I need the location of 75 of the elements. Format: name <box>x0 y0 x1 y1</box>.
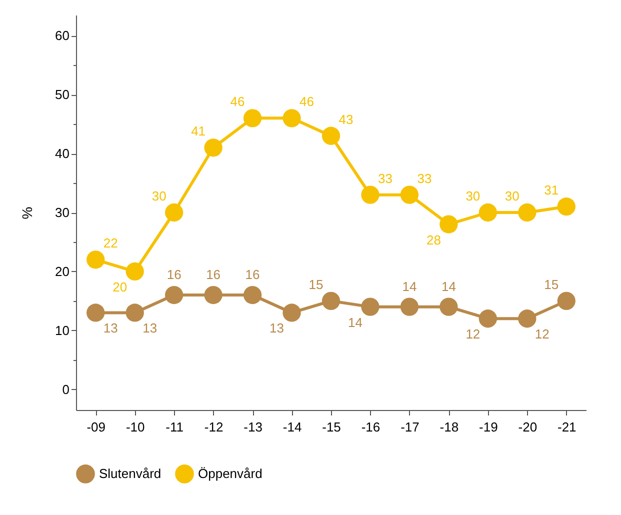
point <box>478 203 498 222</box>
point <box>204 286 222 304</box>
data-label: 28 <box>426 232 441 248</box>
x-tick-label: -19 <box>479 420 498 434</box>
point <box>282 304 301 322</box>
point <box>557 198 576 216</box>
point <box>400 186 419 204</box>
point <box>243 109 262 128</box>
data-label: 16 <box>245 267 260 282</box>
data-label: 13 <box>270 320 284 336</box>
data-label: 31 <box>544 182 559 198</box>
x-tick-label: -15 <box>322 420 341 434</box>
x-tick-label: -17 <box>400 420 420 434</box>
point <box>518 203 536 222</box>
point <box>86 250 105 269</box>
data-label: 15 <box>308 276 324 292</box>
point <box>478 310 498 328</box>
data-label: 46 <box>230 94 245 110</box>
x-tick-label: -10 <box>126 420 145 434</box>
data-label: 46 <box>300 94 314 110</box>
data-label: 43 <box>338 112 354 127</box>
data-label: 41 <box>191 124 206 139</box>
point <box>440 215 458 234</box>
point <box>126 262 144 281</box>
x-tick-label: -09 <box>86 420 106 434</box>
y-tick-label: 40 <box>55 146 70 162</box>
x-tick-label: -20 <box>518 420 538 434</box>
point <box>164 203 184 222</box>
y-tick-label: 50 <box>55 87 70 102</box>
point <box>86 304 105 322</box>
data-label: 13 <box>142 320 158 336</box>
point <box>164 286 184 304</box>
data-label: 12 <box>466 326 480 342</box>
data-label: 22 <box>103 236 118 251</box>
legend-label: Öppenvård <box>198 466 262 481</box>
x-tick-label: -13 <box>244 420 262 434</box>
y-tick-label: 10 <box>55 322 70 338</box>
point <box>204 138 222 157</box>
y-tick-label: 20 <box>55 264 70 279</box>
data-label: 33 <box>417 170 432 186</box>
y-tick-label: 60 <box>55 28 70 44</box>
data-label: 14 <box>348 314 362 330</box>
data-label: 30 <box>466 188 480 204</box>
point <box>126 304 144 322</box>
data-label: 14 <box>402 278 417 294</box>
y-tick-label: 0 <box>62 382 70 397</box>
y-tick-label: 30 <box>55 205 70 220</box>
x-tick-label: -14 <box>282 420 302 434</box>
data-label: 12 <box>534 326 550 342</box>
point <box>322 292 340 310</box>
data-label: 30 <box>504 188 520 204</box>
x-tick-label: -11 <box>166 420 184 434</box>
x-tick-label: -21 <box>557 420 576 434</box>
point <box>400 298 419 316</box>
data-label: 13 <box>103 320 118 336</box>
point <box>361 186 380 204</box>
x-tick-label: -18 <box>440 420 459 434</box>
data-label: 14 <box>441 278 456 294</box>
point <box>440 298 458 316</box>
data-label: 33 <box>378 170 392 186</box>
data-label: 15 <box>544 276 559 292</box>
data-label: 16 <box>206 267 221 282</box>
point <box>557 292 576 310</box>
point <box>243 286 262 304</box>
x-tick-label: -16 <box>361 420 380 434</box>
point <box>322 126 340 145</box>
data-label: 20 <box>112 279 128 294</box>
data-label: 30 <box>152 188 166 204</box>
point <box>282 109 301 128</box>
legend-label: Slutenvård <box>99 466 162 481</box>
x-tick-label: -12 <box>204 420 224 434</box>
point <box>361 298 380 316</box>
data-label: 16 <box>166 267 182 282</box>
y-axis-title: % <box>19 206 36 220</box>
point <box>518 310 536 328</box>
